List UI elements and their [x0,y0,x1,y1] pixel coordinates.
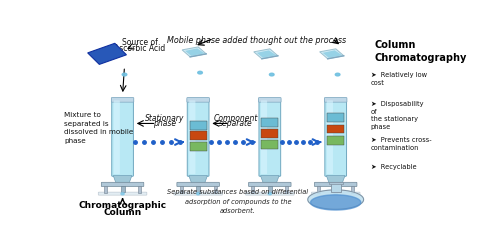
Bar [190,131,206,140]
Text: Chromatography: Chromatography [374,53,467,63]
FancyBboxPatch shape [112,98,134,176]
FancyBboxPatch shape [312,192,360,195]
FancyBboxPatch shape [187,98,210,102]
Polygon shape [336,73,340,76]
FancyBboxPatch shape [98,192,147,195]
Polygon shape [270,73,274,76]
Text: ➤  Prevents cross-
contamination: ➤ Prevents cross- contamination [370,137,431,151]
Polygon shape [322,50,342,58]
Polygon shape [257,50,276,58]
Bar [328,182,342,184]
Text: Source of: Source of [122,38,158,47]
Text: adsorption of compounds to the: adsorption of compounds to the [184,198,291,204]
Bar [252,186,254,193]
Polygon shape [122,73,127,76]
Bar [327,136,344,145]
Bar [334,186,338,192]
Text: Mobile phase added thought out the process: Mobile phase added thought out the proce… [166,36,346,45]
Polygon shape [189,176,208,183]
Polygon shape [254,49,278,59]
FancyBboxPatch shape [114,100,120,174]
Bar [327,113,344,122]
Text: ➤  Disposability
of
the stationary
phase: ➤ Disposability of the stationary phase [370,101,423,130]
Text: phase: phase [152,119,176,128]
Bar [285,186,288,193]
Bar [196,186,200,192]
Text: Ascorbic Acid: Ascorbic Acid [114,44,166,53]
Polygon shape [320,49,344,59]
Bar [214,186,216,193]
FancyBboxPatch shape [325,98,346,176]
Text: separate: separate [219,119,253,128]
Polygon shape [310,195,361,210]
Bar [351,186,354,193]
Polygon shape [326,176,345,183]
Polygon shape [182,47,206,57]
Polygon shape [114,176,132,183]
Text: Column: Column [374,40,416,50]
FancyBboxPatch shape [174,192,222,195]
FancyBboxPatch shape [327,100,333,174]
FancyBboxPatch shape [189,100,196,174]
Polygon shape [198,71,202,74]
Bar [317,186,320,193]
FancyBboxPatch shape [112,98,134,102]
Text: Component: Component [214,114,258,123]
Bar [120,186,124,192]
Bar [262,129,278,138]
Bar [327,124,344,133]
Bar [330,183,340,192]
Text: Column: Column [104,208,142,217]
FancyBboxPatch shape [248,182,291,187]
FancyBboxPatch shape [324,98,347,102]
Text: Stationary: Stationary [144,114,184,123]
Bar [262,140,278,149]
FancyBboxPatch shape [246,192,294,195]
Bar [104,186,107,193]
Bar [190,121,206,129]
Text: Chromatographic: Chromatographic [78,201,166,210]
Polygon shape [308,190,364,209]
Polygon shape [268,193,272,195]
Bar [262,119,278,127]
Polygon shape [185,48,204,56]
Polygon shape [88,43,126,64]
Bar [190,142,206,151]
FancyBboxPatch shape [102,182,144,187]
FancyBboxPatch shape [188,98,209,176]
FancyBboxPatch shape [261,100,267,174]
FancyBboxPatch shape [177,182,220,187]
Text: adsorbent.: adsorbent. [220,208,256,214]
FancyBboxPatch shape [259,98,280,176]
Bar [138,186,141,193]
Polygon shape [196,193,200,195]
Bar [180,186,182,193]
Bar [268,186,272,192]
FancyBboxPatch shape [314,182,357,187]
Text: ➤  Recyclable: ➤ Recyclable [370,164,416,170]
FancyBboxPatch shape [258,98,281,102]
Text: Mixture to
separated is
dissolved in mobile
phase: Mixture to separated is dissolved in mob… [64,112,134,144]
Text: ➤  Relatively low
cost: ➤ Relatively low cost [370,72,426,86]
Polygon shape [121,193,124,195]
Text: Separate substances based on differential: Separate substances based on differentia… [168,189,308,195]
Polygon shape [334,193,338,195]
Polygon shape [260,176,279,183]
